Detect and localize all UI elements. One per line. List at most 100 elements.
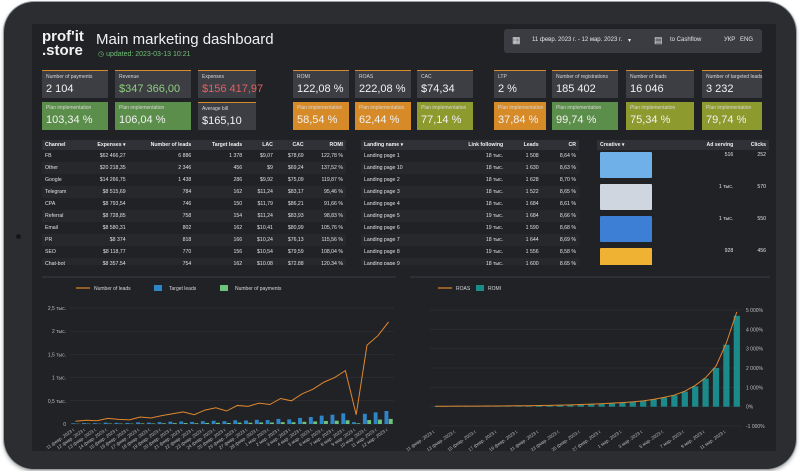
table-cell: Google	[45, 177, 62, 183]
table-row[interactable]: Telegram $8 515,69 784 162 $11,24 $83,17 95,46…	[42, 186, 346, 198]
table-cell: 456	[194, 162, 246, 174]
table-row[interactable]: Landing page 7 18 тыс. 1 644 8,69 %	[361, 234, 579, 246]
kpi-value: 122,08 %	[297, 83, 344, 95]
column-header[interactable]: Target leads	[194, 140, 246, 150]
date-range-picker[interactable]: 11 февр. 2023 г. - 12 мар. 2023 г.	[532, 37, 623, 43]
creative-thumbnail[interactable]	[600, 152, 652, 178]
column-header[interactable]: CR	[541, 140, 579, 150]
creative-row[interactable]: 1 тыс. 570	[597, 182, 769, 214]
column-header[interactable]: Expenses ▾	[80, 140, 129, 150]
creative-thumbnail[interactable]	[600, 184, 652, 210]
table-row[interactable]: PR $8 374 818 166 $10,24 $76,13 115,56 %	[42, 234, 346, 246]
table-cell: $8 515,69	[80, 186, 129, 198]
bar-target-leads	[168, 421, 173, 424]
table-cell: 1 522	[506, 186, 542, 198]
creative-row[interactable]: 516 252	[597, 150, 769, 182]
kpi-value: 16 046	[630, 83, 664, 95]
table-cell: $9,92	[259, 177, 273, 183]
column-header[interactable]: Landing name ▾	[361, 140, 438, 150]
table-row[interactable]: Landing page 8 19 тыс. 1 556 8,58 %	[361, 246, 579, 258]
legend-swatch	[220, 285, 228, 291]
table-row[interactable]: Google $14 266,75 1 438 286 $9,92 $75,09 119,8…	[42, 174, 346, 186]
kpi-card-bottom-1: Plan implementation 103,34 %	[42, 102, 108, 130]
column-header[interactable]: CAC	[275, 140, 307, 150]
bar-target-leads	[308, 417, 313, 424]
table-cell: $83,93	[275, 210, 307, 222]
logo[interactable]: prof'it .store	[42, 29, 84, 59]
table-cell: $11,24	[245, 186, 276, 198]
lang-eng[interactable]: ENG	[740, 37, 754, 43]
creative-thumbnail[interactable]	[600, 216, 652, 242]
table-cell: $79,59	[287, 249, 304, 255]
updated-text: updated: 2023-03-13 10:21	[106, 51, 191, 58]
table-cell: 1 556	[525, 249, 539, 255]
table-row[interactable]: Referral $8 728,85 758 154 $11,24 $83,93 98,83…	[42, 210, 346, 222]
creative-row[interactable]: 928 456	[597, 246, 769, 265]
table-row[interactable]: FB $62 466,27 6 886 1 378 $9,07 $78,69 122,78 …	[42, 150, 346, 162]
table-row[interactable]: Landing page 3 18 тыс. 1 522 8,65 %	[361, 186, 579, 198]
bar-romi	[733, 315, 740, 407]
bar-payments	[291, 422, 296, 424]
legend-label: Number of leads	[94, 286, 131, 292]
bar-target-leads	[157, 422, 162, 424]
table-cell: Landing page 10	[361, 162, 438, 174]
table-cell: 1 628	[525, 177, 539, 183]
y-tick-label: 2 тыс.	[52, 329, 66, 335]
column-header[interactable]: Ad serving	[685, 140, 737, 150]
table-row[interactable]: CPA $8 793,54 746 150 $11,79 $86,21 91,66 %	[42, 198, 346, 210]
column-header[interactable]: Creative ▾	[597, 140, 686, 150]
table-cell: 1 508	[525, 153, 539, 159]
kpi-card-bottom-5: Plan implementation 62,44 %	[355, 102, 411, 130]
kpi-label: Number of targeted leads	[706, 74, 763, 80]
kpi-label: Plan implementation	[46, 105, 92, 111]
table-cell: Landing page 7	[361, 234, 438, 246]
table-row[interactable]: Landing page 2 18 тыс. 1 628 8,70 %	[361, 174, 579, 186]
kpi-value: 77,14 %	[421, 114, 462, 126]
table-cell: Telegram	[42, 186, 81, 198]
table-row[interactable]: Landing page 1 18 тыс. 1 508 8,64 %	[361, 150, 579, 162]
kpi-label: Plan implementation	[421, 105, 467, 111]
creative-thumbnail[interactable]	[600, 248, 652, 265]
bar-target-leads	[92, 423, 97, 424]
table-cell: $10,08	[245, 258, 276, 265]
column-header[interactable]: Link following	[437, 140, 507, 150]
column-header[interactable]: Leads	[506, 140, 542, 150]
roas-romi-chart: ROAS ROMI -1 000% 0% 1 000% 2 000% 3 000% 4 000…	[406, 276, 770, 451]
column-header[interactable]: ROMI	[306, 140, 346, 150]
table-row[interactable]: Landing page 5 19 тыс. 1 684 8,66 %	[361, 210, 579, 222]
chevron-down-icon[interactable]: ▾	[628, 38, 632, 44]
y-tick-label: 1 000%	[746, 385, 764, 391]
kpi-card-bottom-2: Plan implementation 106,04 %	[115, 102, 191, 130]
landings-table: Landing name ▾ Link following Leads CR Landi…	[361, 140, 579, 265]
logo-bottom: .store	[42, 42, 83, 59]
table-row[interactable]: SEO $8 118,77 770 156 $10,54 $79,59 108,04 %	[42, 246, 346, 258]
table-row[interactable]: Landing page 4 18 тыс. 1 684 8,61 %	[361, 198, 579, 210]
bar-romi	[608, 403, 616, 407]
table-row[interactable]: Landing page 10 18 тыс. 1 630 8,63 %	[361, 162, 579, 174]
bar-target-leads	[71, 423, 76, 424]
table-row[interactable]: Other $20 218,35 2 346 456 $9 $69,24 137,52 %	[42, 162, 346, 174]
column-header[interactable]: Clicks	[736, 140, 769, 150]
table-row[interactable]: Chat-bot $8 357,54 754 162 $10,08 $72,88 120,3…	[42, 258, 346, 265]
cashflow-link[interactable]: to Cashflow	[670, 37, 702, 43]
line-leads	[75, 321, 389, 422]
table-cell: SEO	[45, 249, 56, 255]
column-header[interactable]: LAC	[245, 140, 276, 150]
bar-payments	[237, 422, 242, 424]
table-row[interactable]: Email $8 580,31 802 162 $10,41 $80,99 105,76 %	[42, 222, 346, 234]
kpi-label: Plan implementation	[556, 105, 602, 111]
kpi-card-top-4: ROMI 122,08 %	[293, 70, 349, 98]
kpi-value: 99,74 %	[556, 114, 597, 126]
column-header[interactable]: Channel	[42, 140, 81, 150]
table-row[interactable]: Landing page 6 19 тыс. 1 590 8,68 %	[361, 222, 579, 234]
table-row[interactable]: Landing page 9 18 тыс. 1 600 8,65 %	[361, 258, 579, 265]
bar-payments	[313, 421, 318, 424]
column-header[interactable]: Number of leads	[128, 140, 195, 150]
table-cell: 18 тыс.	[437, 258, 507, 265]
calendar-icon[interactable]: ▦	[512, 35, 521, 45]
kpi-value: $165,10	[202, 115, 242, 127]
table-cell: 1 438	[178, 177, 192, 183]
lang-ukr[interactable]: УКР	[724, 37, 736, 43]
bar-romi	[588, 404, 595, 407]
creative-row[interactable]: 1 тыс. 550	[597, 214, 769, 246]
